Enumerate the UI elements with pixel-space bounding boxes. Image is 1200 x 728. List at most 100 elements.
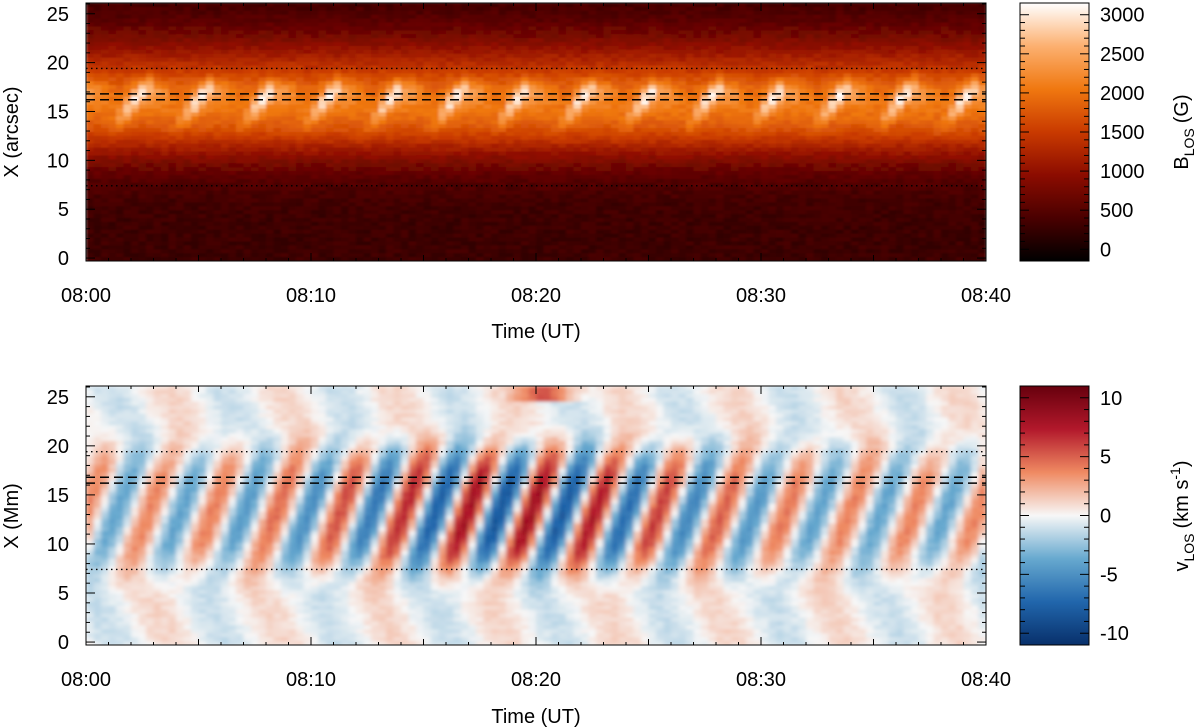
heatmap-cell [138, 163, 147, 168]
heatmap-cell [371, 139, 380, 145]
heatmap-cell [138, 89, 147, 94]
heatmap-cell [333, 147, 342, 153]
heatmap-cell [588, 182, 597, 188]
heatmap-cell [303, 194, 312, 200]
heatmap-cell [138, 167, 147, 172]
heatmap-cell [288, 42, 297, 47]
heatmap-cell [401, 100, 410, 106]
heatmap-cell [236, 221, 245, 227]
heatmap-cell [183, 30, 192, 35]
heatmap-cell [431, 3, 440, 8]
heatmap-cell [551, 128, 560, 133]
heatmap-cell [108, 202, 117, 207]
heatmap-cell [513, 182, 522, 188]
heatmap-cell [551, 229, 560, 235]
heatmap-cell [618, 53, 627, 59]
heatmap-cell [296, 92, 305, 98]
heatmap-cell [303, 190, 312, 196]
heatmap-cell [386, 221, 395, 227]
heatmap-cell [86, 85, 95, 90]
heatmap-cell [108, 178, 117, 184]
heatmap-cell [131, 221, 140, 227]
heatmap-cell [363, 77, 372, 82]
heatmap-cell [266, 218, 275, 223]
heatmap-cell [633, 22, 642, 28]
heatmap-cell [333, 112, 342, 117]
heatmap-cell [551, 46, 560, 51]
heatmap-cell [281, 151, 290, 157]
heatmap-cell [281, 221, 290, 227]
heatmap-cell [641, 233, 650, 239]
heatmap-cell [371, 198, 380, 203]
heatmap-cell [206, 135, 215, 141]
heatmap-cell [498, 34, 507, 39]
heatmap-cell [581, 81, 590, 86]
heatmap-cell [521, 249, 530, 254]
heatmap-cell [468, 237, 477, 243]
heatmap-cell [498, 159, 507, 164]
heatmap-cell [566, 57, 575, 63]
heatmap-cell [273, 46, 282, 51]
heatmap-cell [498, 112, 507, 117]
heatmap-cell [206, 253, 215, 258]
heatmap-cell [183, 257, 192, 261]
heatmap-cell [408, 221, 417, 227]
heatmap-cell [581, 139, 590, 145]
heatmap-cell [108, 229, 117, 235]
heatmap-cell [618, 229, 627, 235]
heatmap-cell [146, 34, 155, 39]
heatmap-cell [626, 53, 635, 59]
heatmap-cell [483, 73, 492, 78]
heatmap-cell [468, 77, 477, 82]
heatmap-cell [611, 249, 620, 254]
heatmap-cell [408, 151, 417, 157]
heatmap-cell [228, 225, 237, 231]
heatmap-cell [461, 194, 470, 200]
heatmap-cell [573, 18, 582, 24]
heatmap-cell [176, 96, 185, 102]
heatmap-cell [213, 22, 222, 28]
heatmap-cell [243, 92, 252, 98]
heatmap-cell [476, 18, 485, 24]
heatmap-cell [176, 225, 185, 231]
heatmap-cell [191, 210, 200, 215]
heatmap-cell [86, 241, 95, 246]
heatmap-cell [138, 34, 147, 39]
heatmap-cell [131, 241, 140, 246]
heatmap-cell [596, 49, 605, 55]
heatmap-cell [281, 116, 290, 121]
heatmap-cell [393, 253, 402, 258]
heatmap-cell [521, 198, 530, 203]
heatmap-cell [498, 143, 507, 149]
heatmap-cell [558, 237, 567, 243]
heatmap-cell [326, 6, 335, 12]
heatmap-cell [513, 241, 522, 246]
heatmap-cell [648, 69, 657, 74]
heatmap-cell [348, 178, 357, 184]
heatmap-cell [393, 167, 402, 172]
heatmap-cell [506, 42, 515, 47]
heatmap-cell [513, 100, 522, 106]
heatmap-cell [506, 26, 515, 31]
heatmap-cell [93, 30, 102, 35]
heatmap-cell [161, 175, 170, 180]
heatmap-cell [288, 233, 297, 239]
heatmap-cell [483, 65, 492, 71]
heatmap-cell [356, 128, 365, 133]
heatmap-cell [641, 26, 650, 31]
heatmap-cell [476, 214, 485, 219]
heatmap-cell [446, 186, 455, 192]
heatmap-cell [596, 77, 605, 82]
heatmap-cell [408, 163, 417, 168]
heatmap-cell [453, 120, 462, 125]
heatmap-cell [243, 81, 252, 86]
heatmap-cell [296, 22, 305, 28]
heatmap-cell [573, 186, 582, 192]
heatmap-cell [581, 108, 590, 114]
heatmap-cell [198, 241, 207, 246]
heatmap-cell [251, 10, 260, 16]
heatmap-cell [348, 112, 357, 117]
heatmap-cell [243, 108, 252, 114]
heatmap-cell [416, 3, 425, 8]
heatmap-cell [123, 194, 132, 200]
